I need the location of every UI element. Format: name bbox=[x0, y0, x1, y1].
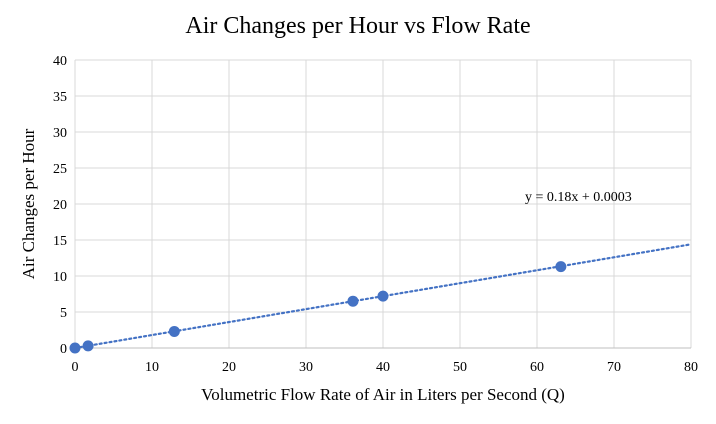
x-axis-label: Volumetric Flow Rate of Air in Liters pe… bbox=[201, 385, 565, 404]
x-tick-label: 80 bbox=[684, 360, 698, 375]
x-tick-label: 20 bbox=[222, 360, 236, 375]
y-tick-label: 10 bbox=[53, 270, 67, 285]
y-tick-label: 25 bbox=[53, 162, 67, 177]
x-tick-label: 60 bbox=[530, 360, 544, 375]
grid bbox=[75, 59, 692, 348]
data-point bbox=[82, 340, 94, 352]
axes bbox=[74, 60, 691, 349]
y-tick-label: 20 bbox=[53, 198, 67, 213]
y-tick-label: 35 bbox=[53, 90, 67, 105]
y-tick-label: 30 bbox=[53, 126, 67, 141]
tick-labels: 0 5 10 15 20 25 30 35 40 0 10 20 30 40 50 60 70 80 bbox=[53, 54, 698, 375]
data-point bbox=[69, 342, 81, 354]
x-tick-label: 70 bbox=[607, 360, 621, 375]
x-tick-label: 40 bbox=[376, 360, 390, 375]
x-tick-label: 10 bbox=[145, 360, 159, 375]
y-tick-label: 40 bbox=[53, 54, 67, 69]
y-tick-label: 0 bbox=[60, 342, 67, 357]
y-tick-label: 15 bbox=[53, 234, 67, 249]
x-tick-label: 50 bbox=[453, 360, 467, 375]
y-tick-label: 5 bbox=[60, 306, 67, 321]
x-tick-label: 30 bbox=[299, 360, 313, 375]
data-point bbox=[377, 290, 389, 302]
data-point bbox=[347, 295, 359, 307]
trendline-equation: y = 0.18x + 0.0003 bbox=[525, 190, 632, 205]
data-point bbox=[168, 325, 180, 337]
x-tick-label: 0 bbox=[72, 360, 79, 375]
data-points bbox=[69, 261, 567, 354]
data-point bbox=[555, 261, 567, 273]
chart-title: Air Changes per Hour vs Flow Rate bbox=[185, 13, 530, 39]
y-axis-label: Air Changes per Hour bbox=[19, 128, 38, 279]
